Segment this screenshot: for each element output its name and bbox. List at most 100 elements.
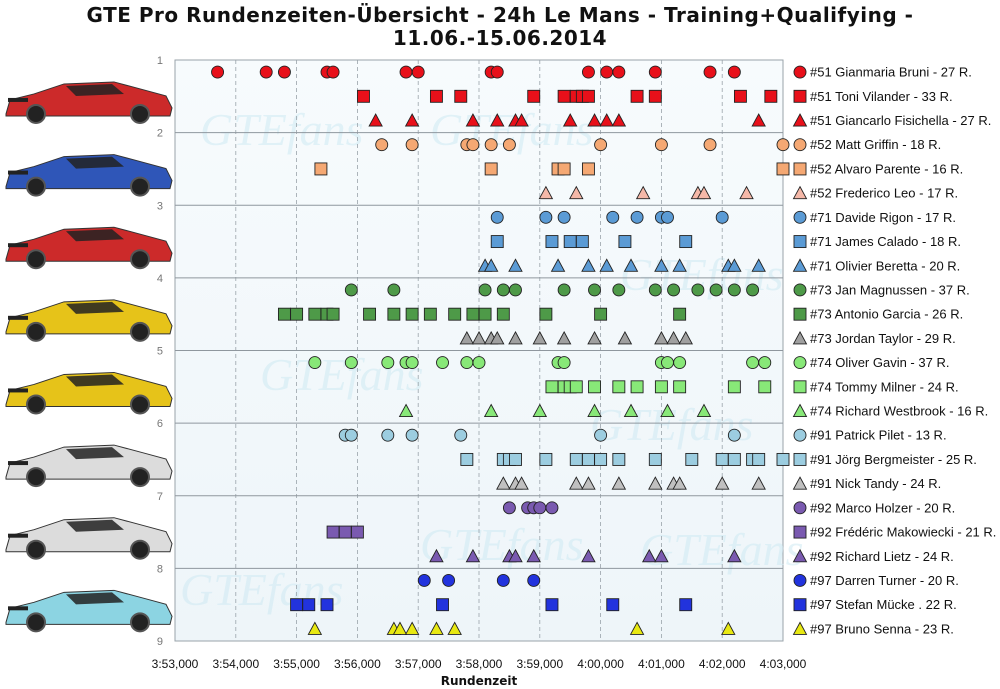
data-point	[484, 138, 498, 152]
data-point	[478, 307, 492, 321]
legend-item: #71 James Calado - 18 R.	[793, 234, 961, 249]
data-point	[211, 65, 225, 79]
data-point	[666, 330, 681, 345]
data-point	[429, 621, 444, 635]
data-point	[673, 356, 687, 370]
car-window	[66, 374, 124, 387]
car-wing	[8, 315, 28, 320]
car-wheel	[130, 612, 150, 633]
y-tick-label: 3	[157, 200, 163, 212]
x-axis-label: Rundenzeit	[441, 674, 518, 688]
data-point	[678, 330, 693, 345]
data-point	[569, 185, 584, 200]
data-point	[411, 65, 425, 79]
data-point	[472, 356, 486, 370]
legend-marker	[793, 65, 807, 79]
data-point	[387, 307, 401, 321]
data-point	[654, 258, 669, 272]
legend-item: #71 Olivier Beretta - 20 R.	[792, 258, 960, 273]
data-point	[381, 428, 395, 442]
data-point	[344, 283, 358, 297]
grid-lines	[175, 60, 783, 641]
legend-item: #52 Frederico Leo - 17 R.	[792, 185, 958, 201]
series-7	[490, 210, 729, 224]
data-point	[629, 621, 645, 635]
x-tick-label: 3:53,000	[152, 657, 199, 671]
data-point	[277, 65, 291, 79]
car-image-car91	[5, 444, 173, 488]
data-point	[545, 380, 559, 394]
legend-marker	[792, 330, 808, 345]
car-wheel	[26, 394, 46, 415]
data-point	[344, 428, 358, 442]
legend-item: #97 Darren Turner - 20 R.	[793, 573, 959, 588]
legend-item: #51 Gianmaria Bruni - 27 R.	[793, 65, 972, 80]
data-point	[703, 138, 717, 152]
data-point	[429, 89, 443, 103]
data-point	[557, 210, 571, 224]
y-tick-label: 1	[157, 55, 163, 67]
legend-marker	[793, 356, 807, 370]
legend-label: #92 Frédéric Makowiecki - 21 R.	[810, 525, 996, 540]
legend-item: #91 Jörg Bergmeister - 25 R.	[793, 452, 977, 467]
data-point	[569, 476, 584, 490]
car-image-car97	[5, 589, 173, 633]
data-point	[727, 548, 742, 563]
legend-marker	[792, 185, 808, 200]
data-point	[758, 356, 772, 370]
watermark-text: GTEfans	[260, 349, 424, 400]
data-point	[611, 113, 627, 127]
series-12	[459, 330, 693, 345]
data-point	[556, 330, 572, 345]
car-wheel	[26, 176, 46, 197]
legend-item: #74 Tommy Milner - 24 R.	[793, 379, 959, 394]
legend-marker	[792, 258, 808, 272]
data-point	[594, 452, 608, 466]
legend-marker	[793, 89, 807, 103]
legend-label: #92 Marco Holzer - 20 R.	[810, 500, 955, 515]
data-point	[654, 380, 668, 394]
data-point	[648, 476, 663, 490]
legend-item: #74 Oliver Gavin - 37 R.	[793, 355, 949, 370]
data-point	[599, 258, 614, 272]
x-tick-label: 4:03,000	[760, 657, 807, 671]
data-point	[539, 307, 553, 321]
data-point	[630, 89, 644, 103]
car-wheel	[130, 539, 150, 560]
car-wing	[8, 243, 28, 248]
data-point	[404, 621, 420, 635]
series-3	[368, 113, 766, 127]
car-wing	[8, 170, 28, 175]
y-tick-label: 9	[157, 636, 163, 648]
legend-marker	[793, 574, 807, 587]
car-wheel	[130, 176, 150, 197]
data-point	[727, 283, 741, 297]
data-point	[635, 185, 651, 200]
legend-marker	[793, 210, 807, 224]
legend: #51 Gianmaria Bruni - 27 R. #51 Toni Vila…	[792, 65, 996, 636]
data-point	[612, 65, 626, 79]
data-point	[630, 380, 644, 394]
car-body	[5, 299, 173, 335]
data-point	[581, 89, 595, 103]
x-tick-label: 3:57,000	[395, 657, 442, 671]
car-image-car51	[5, 81, 173, 124]
car-window	[66, 447, 124, 460]
data-point	[320, 598, 334, 612]
data-point	[623, 403, 639, 417]
data-point	[641, 548, 657, 563]
data-point	[448, 307, 462, 321]
data-point	[527, 89, 541, 103]
data-point	[727, 380, 741, 394]
data-point	[526, 548, 541, 563]
car-image-car74	[5, 371, 173, 415]
data-point	[308, 356, 322, 370]
car-wing	[8, 97, 28, 102]
legend-item: #51 Toni Vilander - 33 R.	[793, 89, 953, 104]
legend-label: #52 Matt Griffin - 18 R.	[810, 137, 941, 152]
car-window	[66, 156, 124, 169]
car-wheel	[130, 249, 150, 270]
data-point	[654, 138, 668, 152]
data-point	[436, 598, 449, 612]
legend-label: #51 Gianmaria Bruni - 27 R.	[810, 65, 972, 80]
